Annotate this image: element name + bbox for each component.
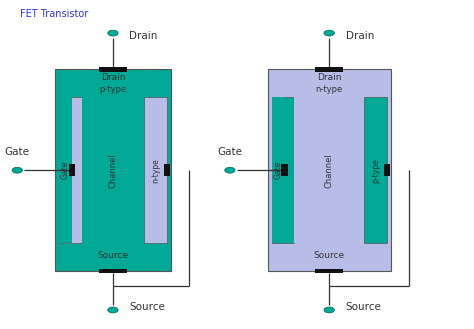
- Text: p-type: p-type: [371, 158, 380, 183]
- Text: n-type: n-type: [316, 85, 343, 94]
- Text: FET Transistor: FET Transistor: [19, 9, 88, 19]
- Text: Source: Source: [346, 302, 382, 312]
- Bar: [69, 164, 75, 176]
- Bar: [294, 97, 364, 243]
- Bar: [272, 97, 294, 243]
- Text: Gate: Gate: [5, 147, 30, 157]
- Text: Drain: Drain: [129, 31, 158, 41]
- Bar: [82, 97, 145, 243]
- Text: Gate: Gate: [218, 147, 242, 157]
- Ellipse shape: [108, 307, 118, 313]
- Text: Channel: Channel: [109, 153, 118, 188]
- Bar: [268, 69, 391, 271]
- Text: Drain: Drain: [346, 31, 374, 41]
- Bar: [315, 67, 343, 72]
- Bar: [145, 97, 167, 243]
- Ellipse shape: [324, 307, 334, 313]
- Bar: [383, 164, 390, 176]
- Bar: [59, 97, 82, 243]
- Ellipse shape: [324, 30, 334, 36]
- Bar: [59, 97, 72, 243]
- Text: p-type: p-type: [100, 85, 127, 94]
- Text: Source: Source: [314, 251, 345, 260]
- Text: Gate: Gate: [273, 161, 283, 179]
- Bar: [364, 97, 387, 243]
- Ellipse shape: [12, 167, 22, 173]
- Bar: [315, 269, 343, 273]
- Text: Channel: Channel: [325, 153, 334, 188]
- Text: Drain: Drain: [317, 73, 341, 82]
- Text: Gate: Gate: [61, 161, 70, 179]
- Bar: [164, 164, 170, 176]
- Ellipse shape: [225, 167, 235, 173]
- Bar: [272, 97, 285, 243]
- Text: Source: Source: [97, 251, 128, 260]
- Bar: [282, 164, 288, 176]
- Ellipse shape: [108, 30, 118, 36]
- Bar: [99, 67, 127, 72]
- Text: Source: Source: [129, 302, 165, 312]
- Bar: [99, 269, 127, 273]
- Text: Drain: Drain: [100, 73, 125, 82]
- Bar: [55, 69, 171, 271]
- Text: n-type: n-type: [151, 158, 160, 183]
